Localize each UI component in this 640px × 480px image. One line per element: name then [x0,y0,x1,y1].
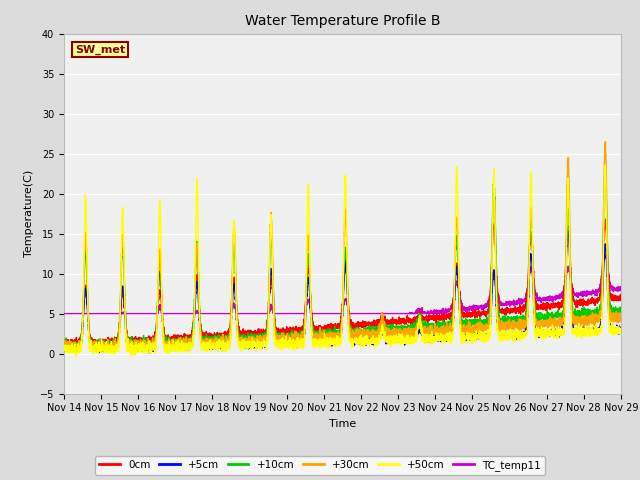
TC_temp11 [617,285,625,291]
+30cm [94,349,102,355]
+10cm [602,175,609,180]
+5cm [499,332,507,337]
+10cm [616,308,624,313]
+5cm [436,335,444,341]
+5cm [60,345,68,350]
+5cm [617,326,625,332]
+5cm [616,328,624,334]
+50cm [161,345,168,351]
Line: +10cm: +10cm [64,178,621,350]
TC_temp11 [60,311,68,316]
0cm [436,315,444,321]
0cm [616,295,624,301]
Line: 0cm: 0cm [64,219,621,347]
+5cm [322,339,330,345]
+50cm [322,339,330,345]
Line: +30cm: +30cm [64,142,621,352]
+5cm [146,350,154,356]
+5cm [161,335,168,341]
Line: +5cm: +5cm [64,226,621,353]
0cm [60,341,68,347]
Y-axis label: Temperature(C): Temperature(C) [24,170,35,257]
+30cm [60,343,68,349]
TC_temp11 [467,305,475,311]
+30cm [616,316,624,322]
+10cm [617,307,625,312]
+30cm [602,139,609,144]
+50cm [60,347,68,353]
+30cm [617,318,625,324]
+50cm [436,336,444,342]
0cm [499,309,507,315]
+30cm [161,338,168,344]
+10cm [129,348,136,353]
TC_temp11 [322,311,330,316]
0cm [322,325,330,331]
+50cm [617,327,625,333]
+50cm [72,353,80,359]
TC_temp11 [616,288,624,294]
TC_temp11 [602,250,609,256]
+10cm [467,320,475,326]
+30cm [322,333,330,338]
Legend: 0cm, +5cm, +10cm, +30cm, +50cm, TC_temp11: 0cm, +5cm, +10cm, +30cm, +50cm, TC_temp1… [95,456,545,475]
+10cm [322,330,330,336]
0cm [161,329,168,335]
+30cm [436,324,444,330]
+30cm [467,324,475,330]
+50cm [499,338,507,344]
0cm [602,216,609,222]
+50cm [602,162,609,168]
+5cm [564,223,572,229]
TC_temp11 [436,310,444,316]
0cm [95,344,102,349]
TC_temp11 [499,302,506,308]
+10cm [436,322,444,328]
TC_temp11 [160,311,168,316]
+10cm [161,332,168,338]
Line: +50cm: +50cm [64,165,621,356]
+5cm [467,333,475,338]
+50cm [616,330,624,336]
Line: TC_temp11: TC_temp11 [64,253,621,313]
0cm [467,310,475,316]
0cm [617,294,625,300]
+10cm [60,345,68,351]
+30cm [499,329,507,335]
X-axis label: Time: Time [329,419,356,429]
Title: Water Temperature Profile B: Water Temperature Profile B [244,14,440,28]
+50cm [467,337,475,343]
Text: SW_met: SW_met [75,44,125,55]
+10cm [499,318,507,324]
